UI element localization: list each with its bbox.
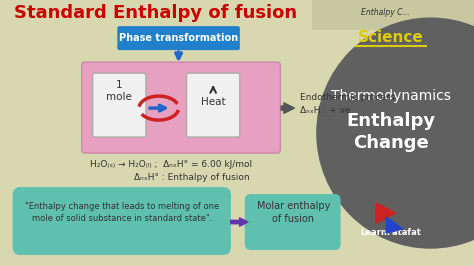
Text: Enthalpy C...: Enthalpy C... xyxy=(361,8,410,17)
Text: ΔₙₓH : + ve: ΔₙₓH : + ve xyxy=(300,106,351,115)
Text: Science: Science xyxy=(358,30,424,45)
Text: H₂O₍ₛ₎ → H₂O₍ₗ₎ ;  ΔₙₓH° = 6.00 kJ/mol: H₂O₍ₛ₎ → H₂O₍ₗ₎ ; ΔₙₓH° = 6.00 kJ/mol xyxy=(90,160,252,169)
FancyBboxPatch shape xyxy=(118,26,240,50)
FancyBboxPatch shape xyxy=(13,187,231,255)
Text: Molar enthalpy
of fusion: Molar enthalpy of fusion xyxy=(256,201,330,224)
FancyBboxPatch shape xyxy=(82,62,280,153)
Polygon shape xyxy=(386,217,403,233)
FancyBboxPatch shape xyxy=(186,73,240,137)
FancyBboxPatch shape xyxy=(92,73,146,137)
FancyArrowPatch shape xyxy=(231,218,248,226)
FancyBboxPatch shape xyxy=(245,194,341,250)
Text: LearnFatafat: LearnFatafat xyxy=(361,228,421,237)
Circle shape xyxy=(317,18,474,248)
FancyArrowPatch shape xyxy=(281,103,294,113)
Text: Phase transformation: Phase transformation xyxy=(119,33,238,43)
Polygon shape xyxy=(376,203,396,223)
Text: Standard Enthalpy of fusion: Standard Enthalpy of fusion xyxy=(14,4,297,22)
Text: ΔₙₓH° : Enthalpy of fusion: ΔₙₓH° : Enthalpy of fusion xyxy=(134,173,250,182)
Text: Endothermic process: Endothermic process xyxy=(300,93,395,102)
Text: 1
mole: 1 mole xyxy=(106,81,132,102)
Text: "Enthalpy change that leads to melting of one
mole of solid substance in standar: "Enthalpy change that leads to melting o… xyxy=(25,202,219,223)
Text: Enthalpy
Change: Enthalpy Change xyxy=(346,112,436,152)
Text: Thermodynamics: Thermodynamics xyxy=(331,89,451,103)
FancyBboxPatch shape xyxy=(312,0,474,30)
Text: Heat: Heat xyxy=(201,97,226,107)
